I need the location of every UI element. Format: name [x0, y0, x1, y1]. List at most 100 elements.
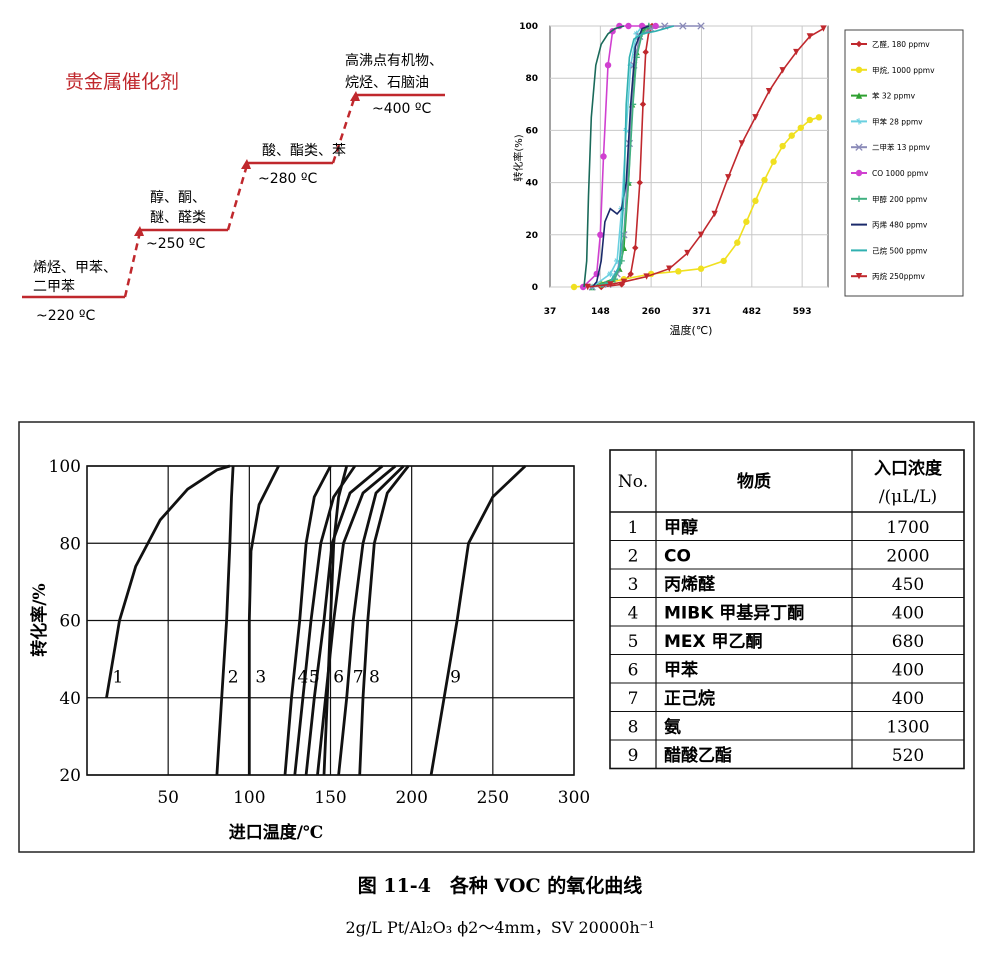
- top-series-1000-ppmv-point: [570, 283, 578, 291]
- top-series-250ppmv-point: [793, 48, 800, 56]
- top-series-180-ppmv-point: [632, 244, 639, 252]
- table-cell-substance: 正己烷: [664, 688, 715, 709]
- top-series-480-ppmv: [591, 25, 650, 288]
- top-series-250ppmv-point: [584, 283, 591, 291]
- top-series-500-ppmv: [600, 25, 675, 288]
- bottom-curve-1: [105, 464, 231, 699]
- table-cell-no: 6: [628, 661, 639, 681]
- bottom-x-tick-label: 150: [314, 788, 346, 808]
- top-x-tick-label: 37: [544, 307, 557, 317]
- top-series-250ppmv: [584, 25, 827, 291]
- bottom-y-tick-label: 40: [59, 689, 81, 709]
- figure-frame: [18, 421, 975, 853]
- legend-swatch-marker: [855, 195, 863, 202]
- bottom-curve-8-label: 8: [369, 667, 380, 687]
- top-series-co-1000-ppmv-point: [625, 22, 632, 30]
- top-chart-ylabel: 转化率(%): [512, 134, 525, 181]
- step-2-label-line-2: 醚、醛类: [150, 210, 206, 226]
- table-cell-concentration: 450: [892, 575, 924, 595]
- bottom-curve-3: [247, 465, 280, 775]
- step-dash-2: [226, 164, 249, 231]
- legend-label: 己烷 500 ppmv: [872, 245, 928, 255]
- top-series-co-1000-ppmv-point: [604, 61, 612, 69]
- bottom-y-tick-label: 80: [59, 534, 81, 554]
- step-diagram-svg: 贵金属催化剂 烯烃、甲苯、 二甲苯 ~220 ºC 醇、酮、 醚、醛类 ~250…: [22, 52, 445, 324]
- table-cell-no: 1: [628, 518, 639, 538]
- legend-label: 二甲苯 13 ppmv: [872, 142, 931, 152]
- top-series-1000-ppmv-point: [815, 114, 823, 121]
- table-cell-no: 5: [628, 632, 639, 652]
- legend-swatch-marker: [855, 118, 863, 125]
- legend-label: CO 1000 ppmv: [872, 169, 929, 178]
- step-2-label-line-1: 醇、酮、: [150, 189, 206, 206]
- bottom-y-tick-label: 20: [59, 766, 81, 786]
- bottom-x-tick-label: 300: [558, 788, 590, 808]
- top-series-13-ppmv-point: [679, 22, 687, 30]
- top-series-co-1000-ppmv: [579, 22, 659, 291]
- legend-swatch-marker: [855, 66, 863, 74]
- top-legend-box: [844, 29, 964, 297]
- top-series-unlabeled-10: [583, 25, 625, 288]
- bottom-curve-unlabeled-9: [304, 464, 384, 776]
- bottom-chart-xlabel: 进口温度/℃: [229, 822, 324, 843]
- table-cell-concentration: 400: [892, 604, 924, 624]
- top-series-unlabeled-10-line: [583, 25, 625, 288]
- bottom-curve-9: [429, 464, 527, 776]
- bottom-curve-9-label: 9: [450, 667, 461, 687]
- top-x-tick-label: 482: [742, 307, 761, 317]
- bottom-y-tick-label: 60: [59, 612, 81, 632]
- top-series-13-ppmv-point: [697, 22, 705, 30]
- step-dash-1: [123, 231, 142, 298]
- top-y-tick-label: 80: [525, 74, 538, 84]
- bottom-curve-5: [293, 465, 357, 776]
- table-cell-concentration: 1700: [886, 518, 929, 538]
- step-3-label-line-1: 酸、酯类、苯: [262, 142, 346, 159]
- table-header-concentration: 入口浓度: [874, 458, 943, 479]
- top-series-1000-ppmv-point: [697, 265, 705, 272]
- bottom-x-tick-label: 200: [395, 788, 427, 808]
- top-y-tick-label: 100: [519, 22, 538, 32]
- bottom-curve-7: [337, 464, 405, 776]
- table-cell-concentration: 680: [892, 632, 924, 652]
- top-series-1000-ppmv: [570, 114, 823, 291]
- bottom-curve-2-label: 2: [228, 667, 239, 687]
- top-series-1000-ppmv-line: [573, 116, 820, 288]
- table-cell-no: 4: [628, 604, 639, 624]
- top-series-1000-ppmv-point: [743, 218, 750, 225]
- top-series-180-ppmv-point: [636, 179, 643, 186]
- bottom-curve-4: [283, 465, 332, 776]
- bottom-curve-8: [358, 465, 410, 776]
- top-series-250ppmv-point: [684, 249, 691, 257]
- top-y-tick-label: 40: [525, 179, 538, 189]
- top-x-tick-label: 371: [692, 307, 711, 317]
- top-series-1000-ppmv-point: [752, 197, 759, 205]
- step-2-temp: ~250 ºC: [146, 236, 205, 252]
- step-arrowhead-3: [350, 91, 360, 101]
- top-series-28-ppmv-point: [607, 270, 614, 278]
- legend-swatch-marker: [855, 40, 863, 48]
- step-4-label-line-2: 烷烃、石脑油: [345, 75, 429, 91]
- diagram-title: 贵金属催化剂: [65, 71, 179, 93]
- table-header-substance: 物质: [737, 471, 771, 492]
- table-cell-concentration: 520: [892, 746, 924, 766]
- conversion-chart-top-svg: 37 148 260 371 482 593 0 20 40 60 80 100 转化率(%) 温度(…: [512, 22, 964, 337]
- table-cell-concentration: 400: [892, 689, 924, 709]
- top-y-tick-label: 0: [532, 283, 538, 293]
- catalyst-step-diagram: 贵金属催化剂 烯烃、甲苯、 二甲苯 ~220 ºC 醇、酮、 醚、醛类 ~250…: [0, 0, 470, 340]
- table-cell-concentration: 1300: [886, 718, 929, 738]
- top-series-250ppmv-point: [620, 278, 628, 285]
- top-series-250ppmv-point: [725, 174, 732, 181]
- top-series-250ppmv-point: [697, 231, 705, 238]
- legend-label: 丙烯 480 ppmv: [872, 220, 928, 230]
- bottom-curve-2: [215, 465, 235, 776]
- top-series-200-ppmv-line: [600, 25, 650, 286]
- top-chart-xlabel: 温度(℃): [670, 323, 713, 337]
- top-series-1000-ppmv-point: [806, 116, 814, 124]
- table-cell-substance: 丙烯醛: [664, 574, 716, 595]
- top-series-1000-ppmv-point: [734, 239, 741, 246]
- bottom-curve-6-label: 6: [333, 667, 344, 687]
- bottom-curve-unlabeled-10: [316, 464, 397, 776]
- top-x-tick-label: 593: [793, 307, 812, 317]
